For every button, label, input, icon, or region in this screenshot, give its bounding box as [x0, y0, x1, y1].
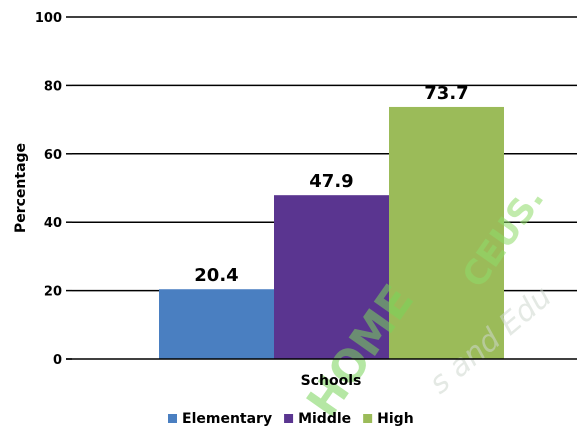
y-tick-labels: 0 20 40 60 80 100	[35, 11, 62, 368]
y-tick-label: 60	[44, 148, 62, 163]
y-tick-label: 80	[44, 79, 62, 94]
bar-middle	[274, 195, 389, 359]
legend-label-elementary: Elementary	[182, 411, 272, 427]
data-label-elementary: 20.4	[194, 265, 238, 286]
legend-swatch-middle	[284, 414, 294, 423]
data-label-middle: 47.9	[309, 171, 353, 192]
bar-elementary	[159, 289, 274, 359]
y-tick-label: 40	[44, 216, 62, 231]
y-axis-title: Percentage	[13, 143, 29, 233]
legend: Elementary Middle High	[168, 411, 414, 427]
bars	[159, 106, 504, 359]
data-label-high: 73.7	[424, 83, 468, 104]
x-axis-title: Schools	[301, 373, 362, 389]
y-tick-label: 100	[35, 11, 62, 26]
bar-high	[389, 106, 504, 359]
legend-label-high: High	[377, 411, 414, 427]
y-tick-label: 0	[53, 353, 62, 368]
legend-swatch-high	[363, 414, 373, 423]
legend-label-middle: Middle	[298, 411, 351, 427]
data-labels: 20.4 47.9 73.7	[194, 83, 468, 286]
legend-swatch-elementary	[168, 414, 177, 423]
y-tick-label: 20	[44, 285, 62, 300]
